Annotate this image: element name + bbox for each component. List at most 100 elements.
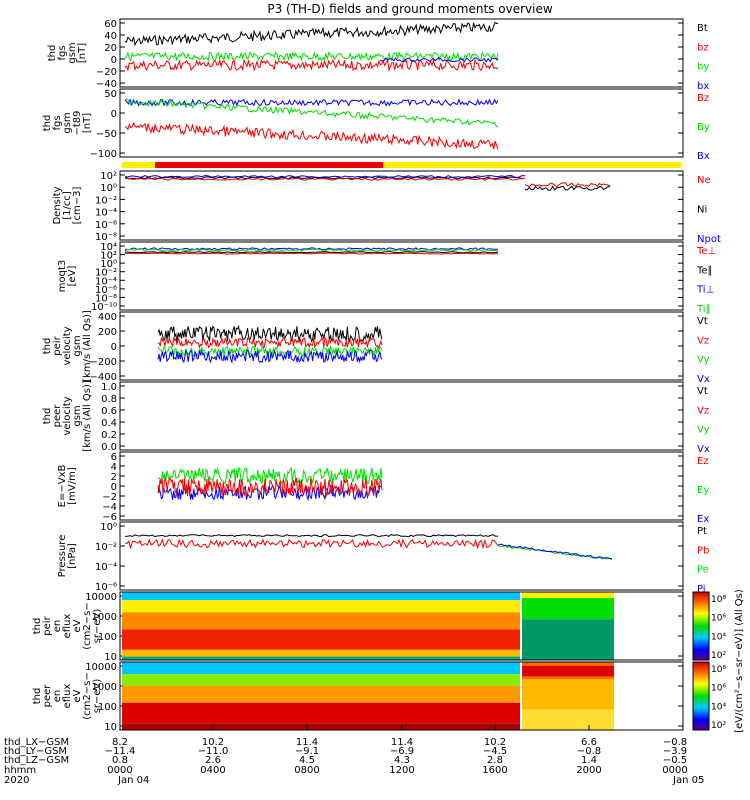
colorbars: 10⁸ 10⁶ 10⁴ 10² 10⁸ 10⁶ 10⁴ 10² [eV/(cm²−s−sr−eV… xyxy=(692,589,745,733)
ytick-label: −2 xyxy=(102,492,117,503)
ytick-label: −100 xyxy=(90,149,117,160)
spectrogram-band xyxy=(522,709,614,730)
panel-3-ylabel: Density[1/cc][cm−3] xyxy=(52,186,83,224)
ytick-label: 10⁴ xyxy=(100,242,117,253)
xtick-label: 0000 xyxy=(107,765,132,776)
trace-pb xyxy=(124,538,499,550)
panel-9-ylabel: thdpeirenefluxeV(cm2−s−sr−eV) xyxy=(32,602,103,649)
ytick-label: 10⁰ xyxy=(100,259,117,270)
panel-9-frame xyxy=(119,591,684,661)
trace-npot xyxy=(125,174,526,179)
panel-6-frame xyxy=(119,381,684,451)
colorbar-tick: 10⁴ xyxy=(711,702,726,712)
panel-8-ylabel: Pressure[nPa] xyxy=(57,535,78,578)
ytick-label: 10000 xyxy=(85,662,117,673)
trace-ti-par xyxy=(124,248,499,252)
ytick-label: 1.0 xyxy=(101,382,117,393)
trace-by xyxy=(124,98,499,128)
ytick-label: 10⁻⁴ xyxy=(95,208,117,219)
ytick-label: 2 xyxy=(111,472,117,483)
ytick-label: 10 xyxy=(104,722,117,733)
trace-pt xyxy=(124,534,499,538)
spectrogram-band xyxy=(122,685,520,703)
xtick-label: 2000 xyxy=(576,765,601,776)
trace-bx xyxy=(379,57,499,63)
xtick-label: −3.9 xyxy=(663,746,687,757)
ytick-label: 200 xyxy=(98,327,117,338)
ytick-label: 10000 xyxy=(85,592,117,603)
xtick-label: 0800 xyxy=(294,765,319,776)
ytick-label: 40 xyxy=(104,31,117,42)
mode-bar-fast xyxy=(155,162,383,168)
panel-8-frame xyxy=(119,521,684,591)
ytick-label: 1000 xyxy=(92,682,117,693)
xtick-label: −0.8 xyxy=(663,737,687,748)
xtick-label: 0.8 xyxy=(112,755,128,766)
xtick-label: 4.5 xyxy=(299,755,315,766)
xtick-label: −6.9 xyxy=(390,746,414,757)
legend-entry: Ez xyxy=(697,456,709,467)
xtick-label: 11.4 xyxy=(391,737,413,748)
ytick-label: 100 xyxy=(98,702,117,713)
ytick-label: 20 xyxy=(104,43,117,54)
xaxis-row-label: hhmm xyxy=(4,765,36,776)
legend-entry: Vx xyxy=(697,444,710,455)
ytick-label: 0 xyxy=(111,482,117,493)
colorbar-label: [eV/(cm²−s−sr−eV)] (All Qs) xyxy=(734,589,745,733)
ytick-label: 10⁻⁴ xyxy=(95,276,117,287)
trace-vx xyxy=(157,348,383,364)
colorbar-tick: 10⁸ xyxy=(711,595,726,605)
xtick-label: 0000 xyxy=(662,765,687,776)
trace-ne xyxy=(124,177,526,181)
legend-entry: bx xyxy=(697,81,709,92)
legend-entry: Bx xyxy=(697,151,710,162)
ytick-label: 10⁻⁶ xyxy=(95,582,117,593)
ytick-label: 10⁻⁶ xyxy=(95,285,117,296)
ytick-label: 10⁻⁴ xyxy=(95,562,117,573)
legend-entry: Ey xyxy=(697,485,709,496)
panel-2-ylabel: thdfgsgsm−t89[nT] xyxy=(42,110,93,135)
panel-3-frame xyxy=(119,170,684,241)
ytick-label: −4 xyxy=(102,502,117,513)
ytick-label: 6 xyxy=(111,452,117,463)
colorbar-tick: 10⁸ xyxy=(711,665,726,675)
ytick-label: 10² xyxy=(100,251,117,262)
trace-bz xyxy=(124,121,499,150)
legend-entry: Te∥ xyxy=(696,265,713,276)
ytick-label: 0.2 xyxy=(101,430,117,441)
panel-10-ylabel: thdpeerenefluxeV(cm2−s−sr−eV) xyxy=(32,672,103,719)
panel-6-ylabel: thdpeervelocitygsm[km/s (All Qs)] xyxy=(42,380,93,452)
panel-4-ylabel: moqt3[eV] xyxy=(57,260,78,293)
ytick-label: −400 xyxy=(90,372,117,383)
legend-entry: Vz xyxy=(697,335,709,346)
trace-te-par xyxy=(124,251,499,254)
ytick-label: 10² xyxy=(100,171,117,182)
trace-ey xyxy=(157,466,383,485)
legend-entry: Vt xyxy=(697,386,708,397)
trace-ez xyxy=(157,476,383,499)
legend-entry: Vz xyxy=(697,405,709,416)
spectrogram-band xyxy=(522,666,614,677)
trace-vy xyxy=(157,345,383,359)
panel-5-frame xyxy=(119,311,684,381)
panel-5-ylabel: thdpeirvelocitygsm[km/s (All Qs)] xyxy=(42,310,93,382)
trace-by xyxy=(124,50,499,63)
xtick-label: 2.8 xyxy=(487,755,503,766)
ytick-label: 0.0 xyxy=(101,442,117,453)
legend-entry: Vt xyxy=(697,316,708,327)
trace-te xyxy=(124,252,499,255)
legend-entry: Vy xyxy=(697,355,710,366)
spectrogram-band xyxy=(122,702,520,724)
ytick-label: 0 xyxy=(111,342,117,353)
trace-vt xyxy=(157,324,383,343)
xtick-label: −11.4 xyxy=(105,746,136,757)
ytick-label: 0 xyxy=(111,55,117,66)
trace-pi xyxy=(497,543,613,560)
panel-10: thdpeerenefluxeV(cm2−s−sr−eV)10000 1000 10… xyxy=(32,661,684,733)
legend-entry: Pt xyxy=(697,526,707,537)
xtick-label: 0400 xyxy=(200,765,225,776)
ytick-label: 10⁻² xyxy=(95,268,117,279)
panels: thdfgsgsm[nT]6040200−20−40Btbzbybxthdfgs… xyxy=(32,18,721,733)
